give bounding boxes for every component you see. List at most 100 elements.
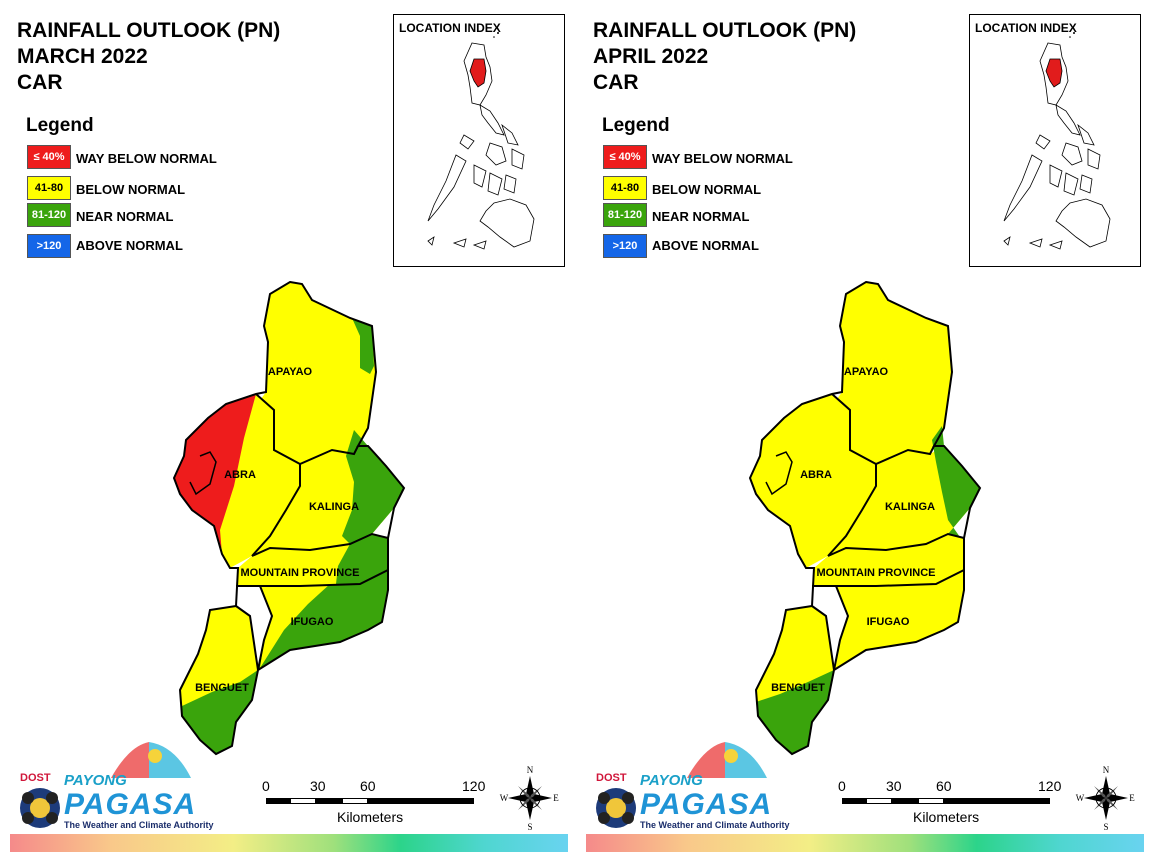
label-benguet: BENGUET (771, 682, 825, 694)
legend-row-above: >120 ABOVE NORMAL (26, 234, 246, 263)
province-abra (750, 394, 876, 568)
legend-row-near: 81-120 NEAR NORMAL (26, 203, 246, 234)
scale-tick: 60 (360, 778, 376, 794)
scale-bar-graphic (842, 798, 1050, 804)
inset-title: LOCATION INDEX (975, 21, 1077, 35)
legend-label: ABOVE NORMAL (76, 238, 183, 253)
scale-tick: 120 (462, 778, 486, 794)
legend-label: WAY BELOW NORMAL (76, 151, 217, 166)
scale-tick: 0 (838, 778, 846, 794)
scale-bar-graphic (266, 798, 474, 804)
map-title: RAINFALL OUTLOOK (PN) APRIL 2022 CAR (593, 18, 856, 96)
benguet-near-normal (756, 670, 834, 754)
legend-row-above: >120 ABOVE NORMAL (602, 234, 822, 263)
title-line-3: CAR (17, 71, 63, 94)
compass-n: N (527, 765, 534, 775)
inset-title: LOCATION INDEX (399, 21, 501, 35)
legend-title: Legend (26, 115, 94, 136)
north-arrow-compass: N S E W (1076, 765, 1136, 832)
legend-label: WAY BELOW NORMAL (652, 151, 793, 166)
legend-label: NEAR NORMAL (76, 209, 174, 224)
label-apayao: APAYAO (844, 366, 889, 378)
legend-row-below: 41-80 BELOW NORMAL (26, 176, 246, 205)
label-kalinga: KALINGA (885, 501, 935, 513)
label-benguet: BENGUET (195, 682, 249, 694)
legend-swatch: 81-120 (603, 203, 647, 227)
location-index-inset: LOCATION INDEX (969, 14, 1141, 267)
outlook-panel-april: RAINFALL OUTLOOK (PN) APRIL 2022 CAR Leg… (576, 0, 1152, 864)
compass-w: W (1076, 793, 1085, 803)
scale-bar: 0 30 60 120 Kilometers (262, 776, 492, 831)
mtprov-near-normal (336, 534, 388, 584)
scale-tick: 60 (936, 778, 952, 794)
province-apayao (832, 282, 952, 464)
logo-dost: DOST (596, 772, 627, 784)
province-ifugao (834, 570, 964, 670)
car-rainfall-map: APAYAO ABRA KALINGA MOUNTAIN PROVINCE IF… (748, 280, 982, 756)
payong-pagasa-logo: DOST PAYONG PAGASA The Weather and Clima… (14, 738, 214, 833)
north-arrow-compass: N S E W (500, 765, 560, 832)
scale-tick: 30 (310, 778, 326, 794)
umbrella-icon (687, 742, 767, 778)
compass-e: E (1129, 793, 1135, 803)
kalinga-near-normal (932, 426, 980, 540)
compass-w: W (500, 793, 509, 803)
logo-tagline: The Weather and Climate Authority (640, 820, 790, 830)
label-apayao: APAYAO (268, 366, 313, 378)
logo-tagline: The Weather and Climate Authority (64, 820, 214, 830)
legend-swatch: 41-80 (603, 176, 647, 200)
title-line-1: RAINFALL OUTLOOK (PN) (593, 19, 857, 42)
legend: Legend ≤ 40% WAY BELOW NORMAL 41-80 BELO… (26, 115, 246, 263)
legend-label: NEAR NORMAL (652, 209, 750, 224)
scale-unit: Kilometers (337, 809, 404, 825)
legend-row-near: 81-120 NEAR NORMAL (602, 203, 822, 234)
dost-seal-icon (20, 788, 60, 828)
title-line-2: APRIL 2022 (593, 45, 709, 68)
map-title: RAINFALL OUTLOOK (PN) MARCH 2022 CAR (17, 18, 280, 96)
legend-title: Legend (602, 115, 670, 136)
scale-unit: Kilometers (913, 809, 980, 825)
compass-s: S (527, 822, 532, 832)
label-ifugao: IFUGAO (291, 616, 334, 628)
legend-row-way-below: ≤ 40% WAY BELOW NORMAL (602, 145, 822, 176)
payong-pagasa-logo: DOST PAYONG PAGASA The Weather and Clima… (590, 738, 790, 833)
philippines-outline-map (427, 32, 535, 250)
logo-pagasa: PAGASA (640, 788, 773, 821)
title-line-1: RAINFALL OUTLOOK (PN) (17, 19, 281, 42)
legend-swatch: 41-80 (27, 176, 71, 200)
province-mountain-province (812, 534, 964, 586)
abra-way-below (174, 394, 256, 554)
province-boundaries (172, 280, 406, 756)
car-rainfall-map: APAYAO ABRA KALINGA MOUNTAIN PROVINCE IF… (172, 280, 406, 756)
label-abra: ABRA (800, 469, 832, 481)
compass-s: S (1103, 822, 1108, 832)
logo-pagasa: PAGASA (64, 788, 197, 821)
umbrella-icon (111, 742, 191, 778)
label-kalinga: KALINGA (309, 501, 359, 513)
title-line-2: MARCH 2022 (17, 45, 148, 68)
legend-row-below: 41-80 BELOW NORMAL (602, 176, 822, 205)
scale-tick: 0 (262, 778, 270, 794)
legend-swatch: 81-120 (27, 203, 71, 227)
label-abra: ABRA (224, 469, 256, 481)
benguet-below-normal (180, 606, 258, 706)
dost-seal-icon (596, 788, 636, 828)
legend-label: BELOW NORMAL (76, 182, 186, 197)
province-apayao (256, 282, 376, 464)
scale-bar: 0 30 60 120 Kilometers (838, 776, 1068, 831)
legend-label: ABOVE NORMAL (652, 238, 759, 253)
footer-gradient-bar (586, 834, 1144, 852)
legend-label: BELOW NORMAL (652, 182, 762, 197)
philippines-outline-map (1003, 32, 1111, 250)
legend-swatch: ≤ 40% (603, 145, 647, 169)
kalinga-near-normal (342, 430, 404, 544)
legend-swatch: >120 (27, 234, 71, 258)
legend-swatch: >120 (603, 234, 647, 258)
legend-swatch: ≤ 40% (27, 145, 71, 169)
outlook-panel-march: RAINFALL OUTLOOK (PN) MARCH 2022 CAR Leg… (10, 14, 568, 852)
location-index-inset: LOCATION INDEX (393, 14, 565, 267)
title-line-3: CAR (593, 71, 639, 94)
apayao-near-normal (352, 318, 374, 374)
label-mountain-province: MOUNTAIN PROVINCE (241, 567, 360, 579)
ifugao-below-normal (260, 584, 330, 668)
